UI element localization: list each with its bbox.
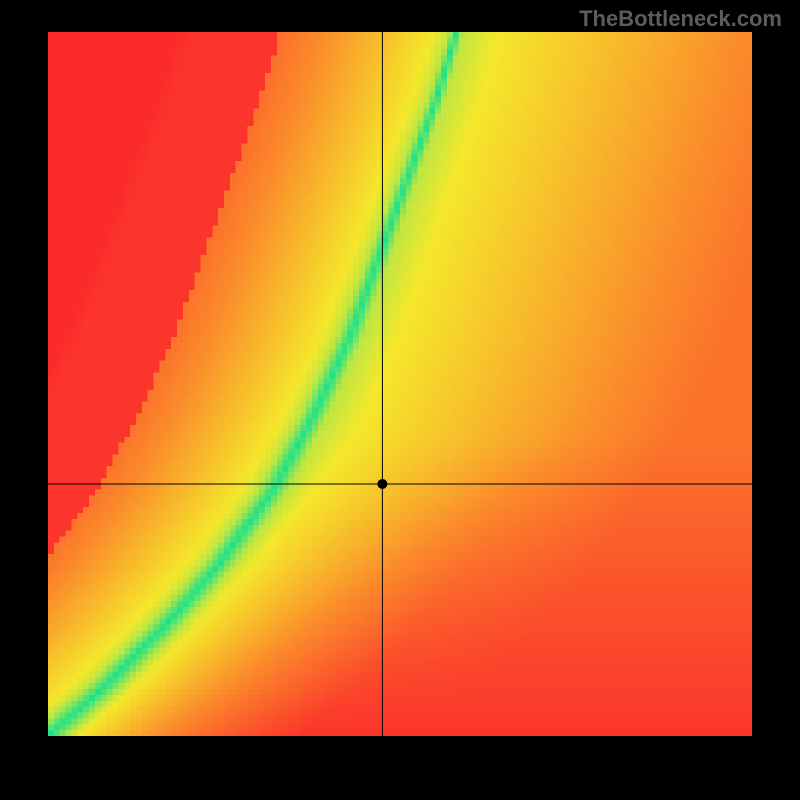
heatmap-canvas xyxy=(48,32,752,736)
watermark-text: TheBottleneck.com xyxy=(579,6,782,32)
bottleneck-heatmap xyxy=(48,32,752,736)
